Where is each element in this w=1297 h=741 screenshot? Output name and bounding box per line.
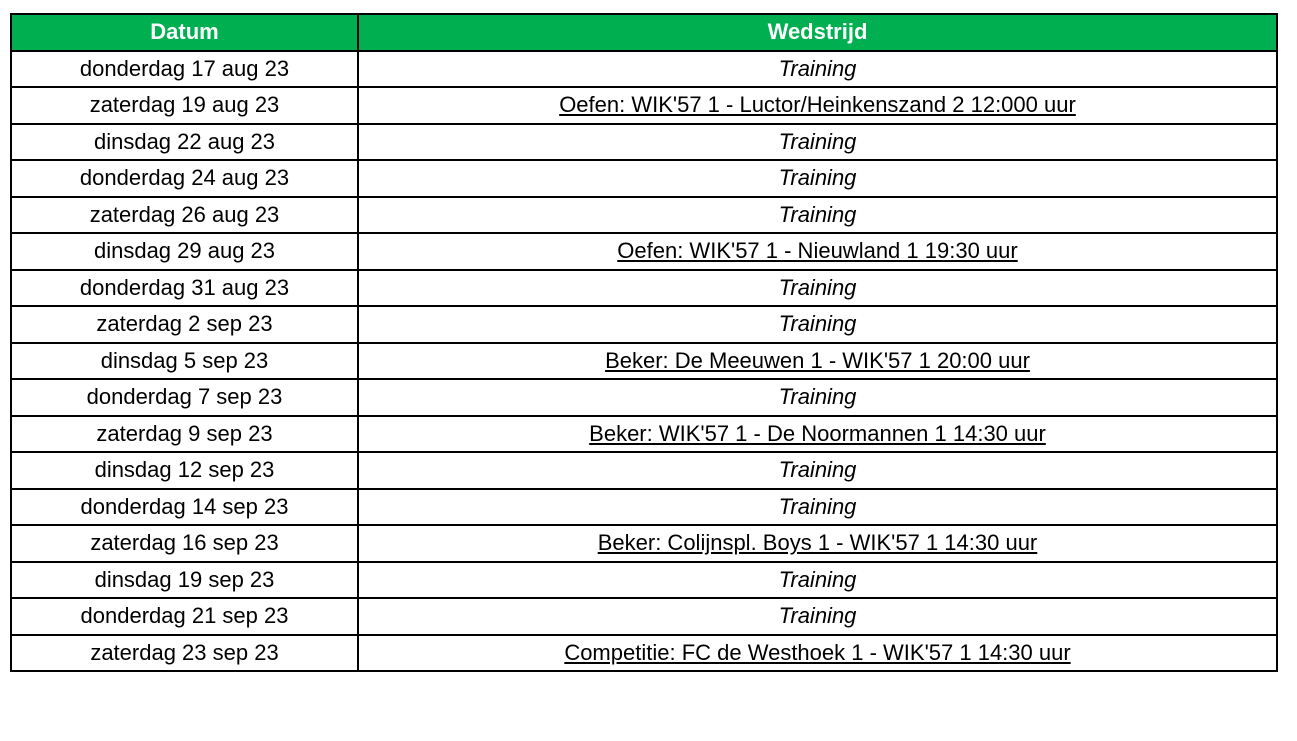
date-cell: zaterdag 19 aug 23 (10, 86, 359, 125)
training-cell: Training (357, 451, 1278, 490)
training-cell: Training (357, 487, 1278, 526)
date-cell: zaterdag 26 aug 23 (10, 195, 359, 234)
date-cell: zaterdag 16 sep 23 (10, 524, 359, 563)
date-cell: donderdag 24 aug 23 (10, 159, 359, 198)
table-row: dinsdag 29 aug 23 Oefen: WIK'57 1 - Nieuw… (10, 232, 1278, 271)
match-link[interactable]: Competitie: FC de Westhoek 1 - WIK'57 1 … (357, 633, 1278, 672)
match-link[interactable]: Beker: De Meeuwen 1 - WIK'57 1 20:00 uur (357, 341, 1278, 380)
table-row: zaterdag 23 sep 23 Competitie: FC de West… (10, 633, 1278, 672)
table-row: zaterdag 9 sep 23 Beker: WIK'57 1 - De No… (10, 414, 1278, 453)
table-row: zaterdag 2 sep 23 Training (10, 305, 1278, 344)
match-link[interactable]: Beker: WIK'57 1 - De Noormannen 1 14:30 … (357, 414, 1278, 453)
date-cell: donderdag 21 sep 23 (10, 597, 359, 636)
schedule-table: Datum Wedstrijd donderdag 17 aug 23 Train… (10, 13, 1278, 672)
table-row: donderdag 24 aug 23 Training (10, 159, 1278, 198)
match-link[interactable]: Oefen: WIK'57 1 - Luctor/Heinkenszand 2 … (357, 86, 1278, 125)
date-cell: zaterdag 2 sep 23 (10, 305, 359, 344)
training-cell: Training (357, 305, 1278, 344)
table-row: dinsdag 5 sep 23 Beker: De Meeuwen 1 - WI… (10, 341, 1278, 380)
training-cell: Training (357, 49, 1278, 88)
match-link[interactable]: Beker: Colijnspl. Boys 1 - WIK'57 1 14:3… (357, 524, 1278, 563)
date-cell: dinsdag 5 sep 23 (10, 341, 359, 380)
table-row: donderdag 31 aug 23 Training (10, 268, 1278, 307)
table-row: zaterdag 19 aug 23 Oefen: WIK'57 1 - Luct… (10, 86, 1278, 125)
date-cell: zaterdag 23 sep 23 (10, 633, 359, 672)
date-cell: donderdag 7 sep 23 (10, 378, 359, 417)
training-cell: Training (357, 159, 1278, 198)
date-cell: dinsdag 12 sep 23 (10, 451, 359, 490)
training-cell: Training (357, 560, 1278, 599)
training-cell: Training (357, 597, 1278, 636)
training-cell: Training (357, 378, 1278, 417)
training-cell: Training (357, 122, 1278, 161)
header-match: Wedstrijd (357, 13, 1278, 52)
table-row: donderdag 14 sep 23 Training (10, 487, 1278, 526)
date-cell: dinsdag 22 aug 23 (10, 122, 359, 161)
header-row: Datum Wedstrijd (10, 13, 1278, 52)
table-row: donderdag 7 sep 23 Training (10, 378, 1278, 417)
table-row: dinsdag 19 sep 23 Training (10, 560, 1278, 599)
table-row: zaterdag 16 sep 23 Beker: Colijnspl. Boys… (10, 524, 1278, 563)
date-cell: donderdag 14 sep 23 (10, 487, 359, 526)
date-cell: dinsdag 29 aug 23 (10, 232, 359, 271)
table-row: donderdag 21 sep 23 Training (10, 597, 1278, 636)
training-cell: Training (357, 195, 1278, 234)
date-cell: dinsdag 19 sep 23 (10, 560, 359, 599)
date-cell: donderdag 31 aug 23 (10, 268, 359, 307)
date-cell: donderdag 17 aug 23 (10, 49, 359, 88)
table-row: zaterdag 26 aug 23 Training (10, 195, 1278, 234)
header-date: Datum (10, 13, 359, 52)
date-cell: zaterdag 9 sep 23 (10, 414, 359, 453)
table-row: dinsdag 12 sep 23 Training (10, 451, 1278, 490)
training-cell: Training (357, 268, 1278, 307)
table-row: donderdag 17 aug 23 Training (10, 49, 1278, 88)
match-link[interactable]: Oefen: WIK'57 1 - Nieuwland 1 19:30 uur (357, 232, 1278, 271)
table-row: dinsdag 22 aug 23 Training (10, 122, 1278, 161)
